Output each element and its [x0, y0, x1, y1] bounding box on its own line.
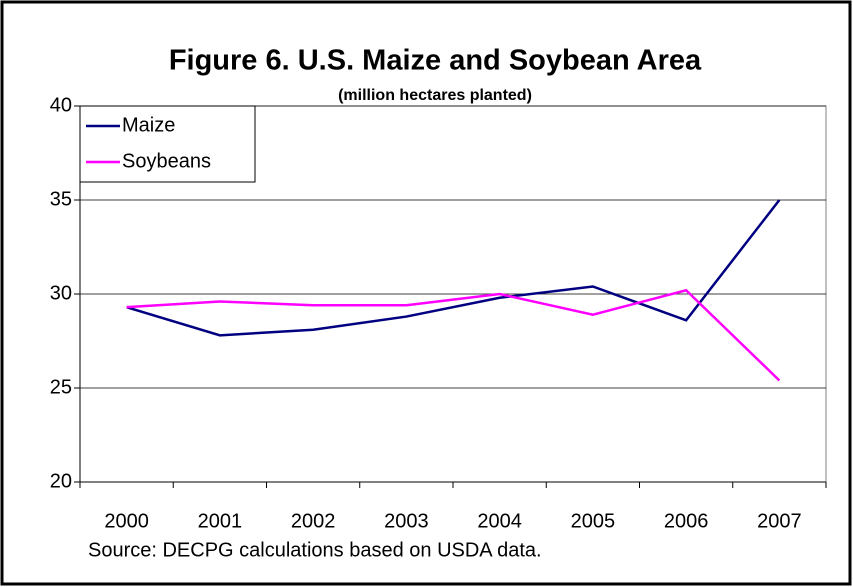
- x-tick-label: 2004: [477, 510, 522, 532]
- y-tick-label: 20: [50, 470, 72, 492]
- legend-box: [79, 105, 256, 183]
- x-tick-label: 2003: [384, 510, 429, 532]
- x-tick-label: 2007: [757, 510, 802, 532]
- x-tick-label: 2001: [198, 510, 243, 532]
- legend-label: Soybeans: [122, 150, 211, 172]
- chart-title: Figure 6. U.S. Maize and Soybean Area: [169, 45, 702, 77]
- y-tick-label: 30: [50, 282, 72, 304]
- series-line: [126, 288, 781, 382]
- x-tick-label: 2006: [664, 510, 709, 532]
- series-line: [126, 199, 781, 337]
- y-tick-label: 25: [50, 376, 72, 398]
- x-tick-label: 2005: [571, 510, 616, 532]
- x-tick-label: 2002: [291, 510, 336, 532]
- y-tick-label: 40: [50, 94, 72, 116]
- x-tick-label: 2000: [104, 510, 149, 532]
- source-note: Source: DECPG calculations based on USDA…: [88, 539, 542, 561]
- chart-subtitle: (million hectares planted): [338, 87, 532, 104]
- legend-label: Maize: [122, 114, 175, 136]
- y-tick-label: 35: [50, 188, 72, 210]
